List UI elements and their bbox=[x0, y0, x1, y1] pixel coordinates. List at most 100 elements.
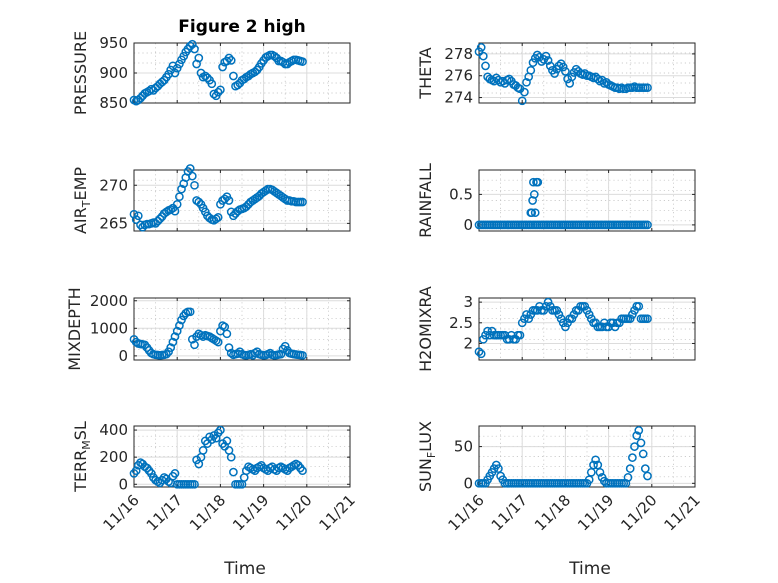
axes-frame bbox=[133, 297, 351, 361]
data-point bbox=[222, 436, 232, 446]
data-point bbox=[211, 214, 221, 224]
data-point bbox=[270, 51, 279, 61]
data-point bbox=[589, 460, 598, 470]
y-tick-label: 950 bbox=[99, 34, 128, 52]
data-point bbox=[526, 65, 536, 75]
data-point bbox=[543, 297, 553, 307]
data-point bbox=[170, 332, 180, 341]
data-point bbox=[491, 73, 501, 83]
data-point bbox=[224, 196, 234, 205]
data-point bbox=[226, 56, 236, 65]
data-point bbox=[541, 301, 551, 311]
data-point bbox=[233, 80, 243, 90]
data-point bbox=[162, 349, 171, 359]
data-point bbox=[504, 74, 514, 84]
data-point bbox=[476, 43, 486, 52]
subplot-mixdepth: 0 1000 2000 MIXDEPTH bbox=[65, 287, 351, 371]
y-tick-label: 200 bbox=[99, 448, 128, 466]
y-tick-label: 0.5 bbox=[449, 185, 473, 203]
data-point bbox=[517, 96, 527, 106]
y-tick-label: 270 bbox=[99, 176, 128, 194]
data-point bbox=[280, 341, 290, 351]
x-axis-label: Time bbox=[223, 559, 266, 579]
y-tick-label: 400 bbox=[99, 421, 128, 439]
data-point bbox=[229, 467, 238, 477]
series-markers bbox=[474, 177, 652, 230]
data-point bbox=[172, 326, 182, 336]
data-point bbox=[129, 209, 139, 219]
data-point bbox=[133, 211, 143, 221]
data-point bbox=[187, 39, 197, 49]
data-point bbox=[175, 59, 184, 69]
axes-frame bbox=[478, 169, 696, 232]
y-tick-label: 0 bbox=[118, 475, 128, 493]
y-tick-label: 265 bbox=[99, 214, 128, 232]
data-point bbox=[222, 329, 232, 339]
data-point bbox=[153, 216, 163, 226]
data-point bbox=[515, 330, 525, 340]
data-point bbox=[563, 74, 572, 84]
data-point bbox=[528, 58, 538, 67]
data-point bbox=[638, 449, 648, 459]
data-point bbox=[209, 89, 219, 99]
series-markers bbox=[129, 307, 307, 360]
data-point bbox=[187, 171, 197, 181]
axes-frame bbox=[478, 297, 696, 361]
data-point bbox=[625, 464, 635, 473]
data-point bbox=[567, 72, 577, 82]
x-axis-label: Time bbox=[568, 559, 611, 579]
data-point bbox=[298, 57, 307, 66]
data-point bbox=[643, 220, 652, 230]
data-point bbox=[207, 79, 217, 89]
data-point bbox=[229, 71, 238, 81]
data-point bbox=[623, 473, 633, 482]
data-point bbox=[481, 61, 490, 71]
y-tick-label: 274 bbox=[444, 89, 473, 107]
data-point bbox=[522, 310, 531, 319]
data-point bbox=[584, 310, 594, 319]
data-point bbox=[185, 307, 195, 317]
data-point bbox=[552, 306, 562, 315]
data-point bbox=[155, 214, 165, 224]
data-point bbox=[226, 452, 236, 462]
data-point bbox=[168, 337, 178, 347]
chart-title: Figure 2 high bbox=[178, 17, 306, 37]
data-point bbox=[494, 464, 503, 473]
data-point bbox=[190, 340, 199, 350]
data-point bbox=[533, 177, 543, 187]
y-tick-label: 900 bbox=[99, 64, 128, 82]
data-point bbox=[567, 314, 577, 324]
data-point bbox=[640, 464, 650, 473]
data-point bbox=[151, 219, 160, 228]
y-axis-label: H2OMIXRA bbox=[416, 286, 435, 372]
series-markers bbox=[129, 164, 307, 232]
series-markers bbox=[129, 39, 307, 106]
axes-frame bbox=[478, 42, 696, 104]
data-point bbox=[628, 310, 637, 319]
data-point bbox=[220, 194, 230, 204]
data-point bbox=[194, 197, 204, 207]
data-point bbox=[177, 184, 186, 194]
data-point bbox=[170, 469, 180, 478]
data-point bbox=[595, 467, 605, 477]
data-point bbox=[643, 83, 652, 93]
data-point bbox=[164, 347, 173, 357]
data-point bbox=[527, 208, 537, 218]
data-point bbox=[561, 67, 570, 76]
y-axis-label: AIRTEMP bbox=[71, 167, 93, 234]
data-point bbox=[571, 64, 581, 74]
data-point bbox=[250, 67, 260, 77]
data-point bbox=[529, 177, 538, 187]
data-point bbox=[545, 61, 555, 71]
data-point bbox=[276, 349, 286, 359]
y-tick-label: 2 bbox=[463, 334, 473, 352]
data-point bbox=[157, 77, 167, 87]
data-point bbox=[530, 208, 540, 218]
data-point bbox=[224, 53, 234, 63]
data-point bbox=[175, 192, 184, 202]
data-point bbox=[632, 431, 642, 440]
data-point bbox=[628, 453, 637, 462]
data-point bbox=[190, 180, 199, 190]
y-axis-label: RAINFALL bbox=[416, 163, 435, 238]
data-point bbox=[554, 310, 564, 319]
